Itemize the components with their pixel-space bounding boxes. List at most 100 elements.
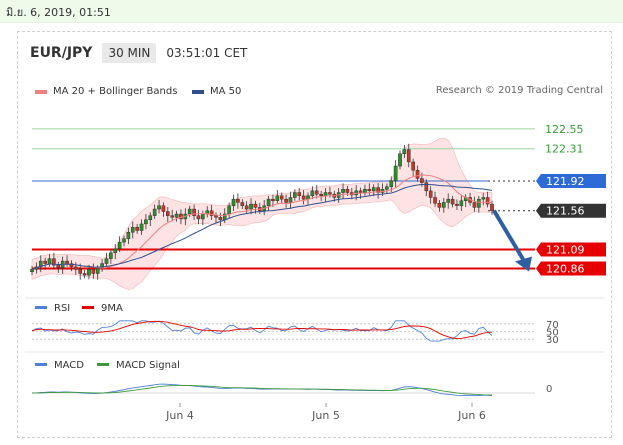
candle-body: [284, 198, 288, 203]
candle-body: [65, 260, 69, 264]
interval-badge[interactable]: 30 MIN: [102, 43, 157, 63]
candle-body: [218, 217, 223, 220]
level-tag-121.56: [536, 203, 606, 218]
candle-body: [472, 202, 477, 208]
candle-body: [87, 269, 91, 276]
level-label-121.92: 121.92: [546, 175, 585, 188]
candle-body: [174, 213, 179, 218]
forecast-arrow-head: [515, 256, 532, 272]
candle-body: [82, 273, 87, 276]
candle-body: [402, 149, 407, 154]
rsi-level-label: 30: [546, 335, 559, 346]
candle-body: [389, 180, 394, 187]
candle-body: [459, 200, 464, 206]
level-tag-120.86: [536, 261, 606, 276]
level-label-121.09: 121.09: [546, 244, 585, 257]
ma50-line: [31, 184, 493, 270]
candle-body: [367, 189, 372, 192]
candle-body: [179, 213, 183, 220]
candle-body: [376, 187, 380, 193]
candle-body: [227, 205, 231, 215]
candle-body: [319, 193, 323, 197]
legend-ma20-swatch: [35, 89, 47, 94]
rsi-9ma-line: [31, 320, 493, 340]
rsi-9ma-legend-swatch: [82, 306, 94, 309]
rsi-9ma-legend-label: 9MA: [101, 303, 123, 314]
symbol-title: EUR/JPY: [30, 45, 93, 61]
candle-body: [38, 260, 43, 268]
candle-body: [161, 205, 166, 212]
candle-body: [74, 266, 78, 270]
candle-body: [209, 210, 214, 216]
candle-body: [358, 190, 363, 193]
candle-body: [266, 198, 271, 206]
candle-body: [152, 208, 157, 216]
macd-line: [31, 383, 493, 397]
candle-body: [433, 197, 437, 204]
candle-body: [271, 198, 275, 201]
candle-body: [310, 190, 315, 197]
candle-body: [253, 203, 258, 208]
candle-body: [56, 265, 61, 268]
candle-body: [187, 208, 192, 215]
level-tag-121.09: [536, 242, 606, 257]
research-credit: Research © 2019 Trading Central: [435, 85, 603, 96]
candle-body: [275, 195, 280, 201]
chart-frame: [17, 31, 612, 438]
candle-body: [30, 269, 34, 273]
candle-body: [437, 203, 442, 208]
candle-body: [301, 195, 306, 200]
candle-body: [109, 252, 113, 259]
candle-body: [345, 189, 350, 193]
candle-body: [490, 203, 494, 211]
candle-body: [139, 223, 144, 231]
candle-body: [43, 260, 47, 264]
candle-body: [297, 192, 302, 197]
candle-body: [288, 197, 293, 203]
candle-body: [192, 208, 196, 216]
candle-body: [314, 190, 319, 195]
candle-body: [126, 231, 131, 239]
candle-body: [148, 215, 153, 220]
candle-body: [201, 213, 205, 220]
chart-time: 03:51:01 CET: [166, 46, 248, 60]
legend-ma20: MA 20 + Bollinger Bands: [35, 86, 177, 97]
candle-body: [420, 178, 424, 183]
legend-ma20-label: MA 20 + Bollinger Bands: [53, 86, 178, 97]
legend-ma50-label: MA 50: [210, 86, 242, 97]
x-tick-label: Jun 6: [457, 409, 486, 422]
macd-signal-legend-label: MACD Signal: [116, 360, 180, 371]
rsi-legend-swatch: [35, 306, 47, 309]
candle-body: [144, 219, 148, 225]
candle-body: [477, 198, 481, 208]
candle-body: [411, 161, 415, 171]
level-label-122.31: 122.31: [545, 143, 584, 156]
level-tag-121.92: [536, 173, 606, 188]
timestamp: มิ.ย. 6, 2019, 01:51: [6, 6, 111, 19]
macd-zero-label: 0: [546, 384, 552, 395]
level-label-121.56: 121.56: [546, 205, 585, 218]
candle-body: [95, 268, 100, 274]
candle-body: [214, 215, 218, 218]
timestamp-bar: มิ.ย. 6, 2019, 01:51: [0, 0, 623, 23]
candle-body: [442, 202, 446, 208]
macd-signal-line: [32, 384, 493, 396]
legend-ma50: MA 50: [192, 86, 241, 97]
candle-body: [406, 149, 411, 163]
candle-body: [398, 153, 402, 167]
candle-body: [130, 227, 135, 233]
candle-body: [52, 258, 56, 266]
candle-body: [424, 182, 429, 192]
candle-body: [236, 198, 240, 203]
candle-body: [455, 203, 459, 206]
macd-legend-swatch: [35, 363, 47, 366]
level-label-122.55: 122.55: [545, 123, 584, 136]
forecast-arrow: [492, 209, 527, 264]
candle-body: [170, 215, 174, 218]
candle-body: [196, 215, 201, 220]
candle-body: [279, 195, 284, 200]
ma20-line: [31, 174, 493, 270]
candle-body: [323, 192, 328, 197]
legend-ma50-swatch: [192, 89, 204, 94]
